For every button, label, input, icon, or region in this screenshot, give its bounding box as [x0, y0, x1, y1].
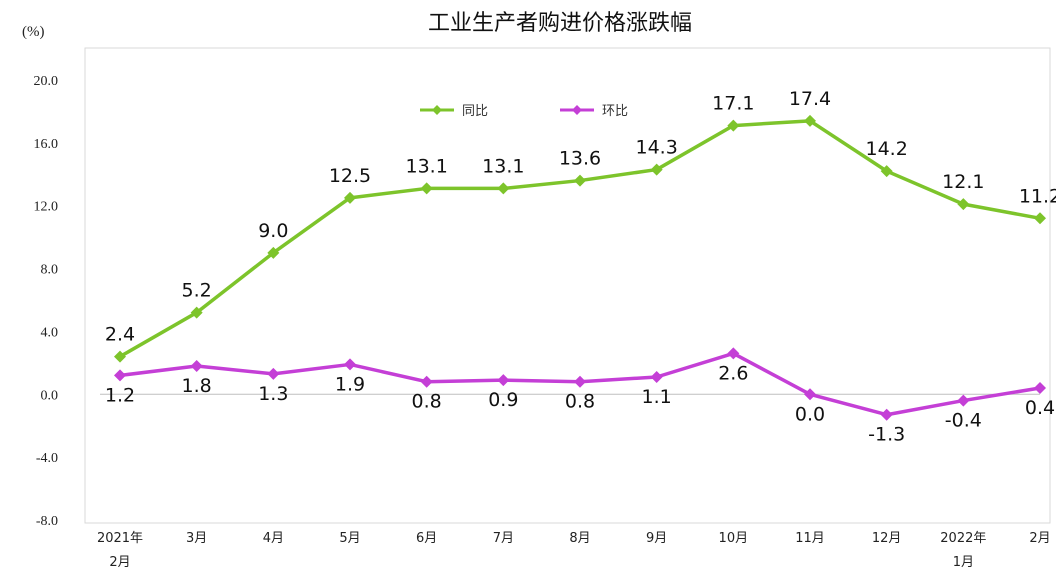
data-point	[497, 374, 510, 387]
legend-marker	[572, 105, 582, 115]
x-tick-label: 5月	[339, 531, 360, 546]
x-tick-label: 2021年	[97, 531, 143, 546]
data-point	[497, 182, 510, 195]
x-tick-label: 7月	[493, 531, 514, 546]
data-label: 9.0	[258, 220, 288, 242]
data-label: 14.3	[636, 137, 678, 159]
y-tick-label: 20.0	[34, 74, 59, 89]
data-point	[957, 198, 970, 211]
data-point	[190, 306, 203, 319]
series-layer: 2.4 5.2 9.0 12.5 13.1 13.1 13.6 14.3 17.1 17.4 14.…	[105, 88, 1056, 446]
data-point	[650, 371, 663, 383]
data-point	[344, 358, 356, 371]
data-point	[804, 114, 816, 127]
data-label: 5.2	[182, 280, 212, 302]
data-point	[344, 191, 356, 204]
data-point	[727, 119, 740, 132]
data-point	[190, 360, 203, 372]
data-point	[880, 165, 893, 178]
data-point	[880, 408, 893, 421]
data-label: 14.2	[866, 138, 908, 160]
data-point	[114, 369, 126, 382]
data-label: 0.4	[1025, 397, 1055, 419]
y-axis: 20.0 16.0 12.0 8.0 4.0 0.0 -4.0 -8.0	[34, 74, 59, 529]
data-label: 17.1	[712, 93, 754, 115]
data-label: 0.0	[795, 403, 825, 425]
plot-frame	[84, 47, 1051, 524]
data-label: 11.2	[1019, 185, 1056, 207]
data-label: 1.3	[258, 383, 288, 405]
data-point	[420, 375, 433, 388]
data-label: 13.1	[406, 155, 448, 177]
x-tick-label: 3月	[186, 531, 207, 546]
legend: 同比 环比	[420, 104, 628, 119]
y-tick-label: 12.0	[34, 200, 59, 215]
legend-marker	[432, 105, 442, 115]
data-point	[1034, 382, 1046, 394]
y-tick-label: -4.0	[36, 451, 58, 466]
y-tick-label: 8.0	[41, 263, 59, 278]
y-axis-unit: (%)	[22, 24, 45, 40]
data-point	[1034, 212, 1046, 225]
data-point	[727, 347, 740, 360]
x-tick-label: 11月	[795, 531, 825, 546]
data-label: 13.1	[482, 155, 524, 177]
y-tick-label: -8.0	[36, 514, 58, 529]
x-tick-label: 2月	[1029, 531, 1050, 546]
data-label: 13.6	[559, 148, 601, 170]
data-point	[957, 394, 970, 407]
data-label: 0.9	[488, 389, 518, 411]
data-label: 2.4	[105, 324, 135, 346]
data-label: 1.8	[182, 375, 212, 397]
data-label: 1.9	[335, 373, 365, 395]
y-tick-label: 16.0	[34, 137, 59, 152]
data-label: 1.2	[105, 384, 135, 406]
x-tick-label: 10月	[719, 531, 749, 546]
data-label: 12.1	[942, 171, 984, 193]
data-point	[650, 163, 663, 176]
x-tick-label: 12月	[872, 531, 902, 546]
x-tick-label: 2月	[109, 555, 130, 570]
data-point	[574, 375, 586, 388]
data-label: -0.4	[945, 410, 982, 432]
data-point	[574, 174, 586, 187]
x-tick-label: 6月	[416, 531, 437, 546]
legend-label: 环比	[602, 104, 628, 119]
data-point	[114, 350, 126, 363]
legend-label: 同比	[462, 104, 488, 119]
data-label: 17.4	[789, 88, 831, 110]
x-tick-label: 1月	[953, 555, 974, 570]
y-tick-label: 0.0	[41, 388, 59, 403]
data-label: 1.1	[642, 386, 672, 408]
data-point	[267, 246, 280, 259]
data-label: 2.6	[718, 362, 748, 384]
x-axis: 2021年 2月 3月 4月 5月 6月 7月 8月 9月 10月 11月 12月 2022年 1月 2月	[97, 393, 1051, 570]
data-label: -1.3	[868, 424, 905, 446]
y-tick-label: 4.0	[41, 325, 59, 340]
x-tick-label: 2022年	[940, 531, 986, 546]
data-label: 0.8	[565, 391, 595, 413]
data-label: 12.5	[329, 165, 371, 187]
data-point	[420, 182, 433, 195]
x-tick-label: 8月	[569, 531, 590, 546]
data-label: 0.8	[412, 391, 442, 413]
x-tick-label: 9月	[646, 531, 667, 546]
chart-title: 工业生产者购进价格涨跌幅	[428, 11, 692, 36]
x-tick-label: 4月	[263, 531, 284, 546]
data-point	[804, 388, 816, 401]
data-point	[267, 367, 280, 380]
